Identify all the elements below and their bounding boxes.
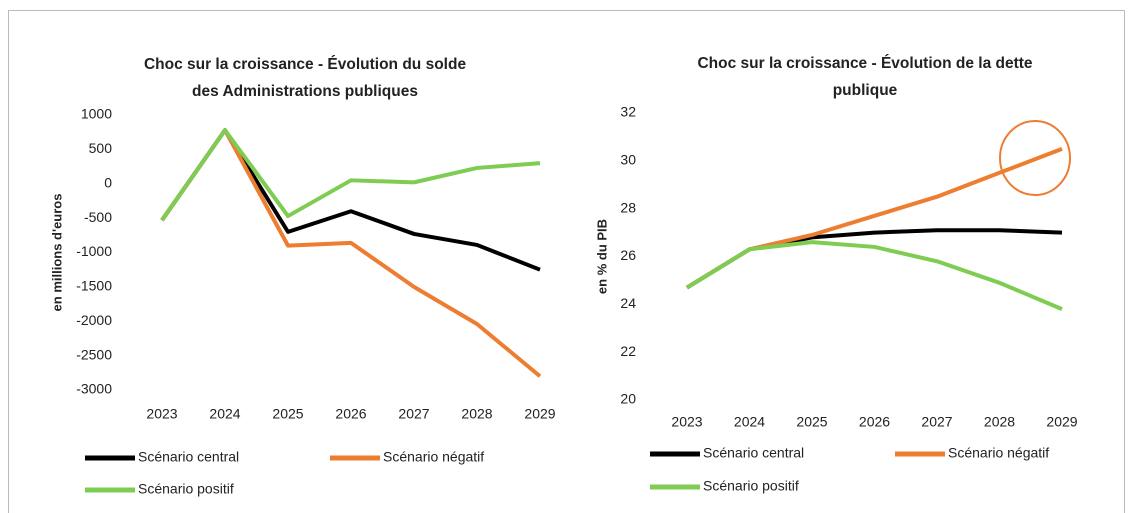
series-line [685,228,1063,290]
legend-label: Scénario central [703,445,804,461]
legend-label: Scénario central [138,449,239,465]
y-axis-label: en millions d'euros [49,194,64,312]
y-tick-label: 22 [620,343,636,359]
x-tick-label: 2027 [921,414,952,430]
x-tick-label: 2028 [984,414,1015,430]
x-tick-label: 2023 [146,406,177,422]
y-tick-label: 1000 [81,106,112,122]
y-tick-label: -500 [84,209,112,225]
chart-title: des Administrations publiques [192,83,418,100]
y-tick-label: -1000 [76,243,112,259]
frame [8,10,1125,513]
x-tick-label: 2025 [272,406,303,422]
y-tick-label: -2000 [76,312,112,328]
chart-title: Choc sur la croissance - Évolution de la… [697,55,1032,72]
y-axis-label: en % du PIB [594,219,609,294]
x-tick-label: 2029 [1046,414,1077,430]
y-tick-label: -3000 [76,381,112,397]
y-tick-label: 24 [620,295,636,311]
x-tick-label: 2025 [796,414,827,430]
x-tick-label: 2026 [335,406,366,422]
x-tick-label: 2029 [524,406,555,422]
x-tick-label: 2024 [734,414,765,430]
highlight-circle [999,120,1071,196]
series-line [160,128,541,222]
series-line [685,147,1063,290]
x-tick-label: 2024 [209,406,240,422]
legend-label: Scénario négatif [948,445,1049,461]
x-tick-label: 2028 [461,406,492,422]
series-line [685,240,1063,311]
y-tick-label: 0 [104,174,112,190]
chart-title: publique [833,82,898,99]
legend-label: Scénario négatif [383,449,484,465]
y-tick-label: -1500 [76,278,112,294]
y-tick-label: 30 [620,152,636,168]
y-tick-label: 500 [89,140,113,156]
legend-label: Scénario positif [138,481,234,497]
y-tick-label: -2500 [76,346,112,362]
y-tick-label: 20 [620,391,636,407]
x-tick-label: 2023 [671,414,702,430]
y-tick-label: 32 [620,104,636,120]
x-tick-label: 2027 [398,406,429,422]
y-tick-label: 28 [620,199,636,215]
series-line [160,128,541,272]
legend-label: Scénario positif [703,478,799,494]
y-tick-label: 26 [620,247,636,263]
x-tick-label: 2026 [859,414,890,430]
chart-title: Choc sur la croissance - Évolution du so… [144,56,467,73]
